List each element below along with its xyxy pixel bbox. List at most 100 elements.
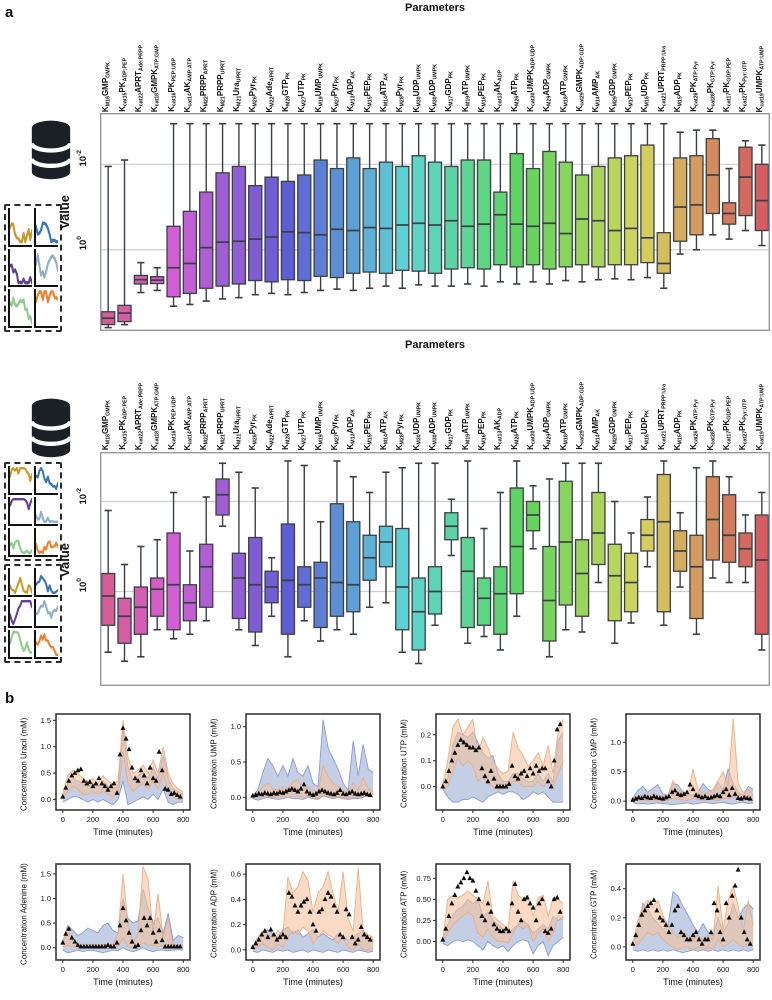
param-label: KM30ADPUMPK xyxy=(428,401,439,450)
sparkline-thumbnail xyxy=(8,568,32,597)
subplot-xlabel: Time (minutes) xyxy=(93,827,153,837)
svg-text:400: 400 xyxy=(117,965,130,974)
param-label: KM19ATPUMPK xyxy=(460,403,472,450)
subplot-xlabel: Time (minutes) xyxy=(93,977,153,987)
svg-text:0.4: 0.4 xyxy=(231,895,241,904)
param-label: KM16PEPPK xyxy=(477,72,488,112)
svg-text:800: 800 xyxy=(367,815,380,824)
svg-text:400: 400 xyxy=(497,815,510,824)
param-label: Kcat18GMPKATP:GMP xyxy=(150,44,161,112)
svg-text:0.2: 0.2 xyxy=(231,920,241,929)
svg-text:0.0: 0.0 xyxy=(611,942,621,951)
svg-text:1.0: 1.0 xyxy=(41,894,51,903)
subplot-ylabel: Concentration GTP (mM) xyxy=(589,869,599,959)
param-label: Kcat19UMPKATP:UMP xyxy=(754,45,766,112)
subplot-xlabel: Time (minutes) xyxy=(473,827,533,837)
sparkline-thumbnail xyxy=(34,289,58,328)
param-label: KM19ATPUMPK xyxy=(460,65,472,112)
param-label: KM29GDPGMPK xyxy=(607,62,619,112)
sparkline-thumbnail xyxy=(8,528,32,557)
param-label: KM28PyrPK xyxy=(395,413,406,450)
svg-text:200: 200 xyxy=(657,965,670,974)
sparkline-thumbnail xyxy=(8,497,32,526)
model-ensemble-thumbnail xyxy=(4,564,62,663)
svg-text:0: 0 xyxy=(251,965,255,974)
sparkline-thumbnail xyxy=(34,208,58,247)
param-label: KM30UDPUMPK xyxy=(411,63,423,112)
subplot-xlabel: Time (minutes) xyxy=(663,827,723,837)
svg-text:800: 800 xyxy=(747,815,760,824)
subplot-ylabel: Concentration Uracil (mM) xyxy=(19,717,29,811)
param-label: Kcat27PKPyr:UTP xyxy=(738,60,750,112)
param-label: Kcat13AKADP xyxy=(493,408,504,450)
param-label: Kcat22APRTAde:PRPP xyxy=(133,44,145,112)
timeseries-subplot-adp: Concentration ADP (mM) 0.0 0.2 0.4 0.6 0 200 40… xyxy=(208,858,392,1000)
param-label: KM17GDPPK xyxy=(444,71,455,112)
param-label: KM17PEPPK xyxy=(624,72,635,112)
subplot-ylabel: Concentration GMP (mM) xyxy=(589,718,599,810)
subplot-xlabel: Time (minutes) xyxy=(663,977,723,987)
svg-text:400: 400 xyxy=(307,965,320,974)
param-label: Kcat16PKPEP:UDP xyxy=(166,396,178,450)
svg-text:800: 800 xyxy=(747,965,760,974)
param-label: Kcat29GMPKADP:GDP xyxy=(575,44,586,112)
param-label: KM21PRPPUPRT xyxy=(215,397,227,450)
svg-text:600: 600 xyxy=(527,965,540,974)
param-label: KM30UDPUMPK xyxy=(411,401,423,450)
param-label: KM15ADPPK xyxy=(673,409,684,450)
svg-text:800: 800 xyxy=(557,815,570,824)
y-axis-tick: 10-2 xyxy=(76,150,90,167)
param-label: Kcat18GMPKATP:GMP xyxy=(150,382,161,450)
subplot-ylabel: Concentration Adenine (mM) xyxy=(19,863,29,965)
param-label: KM22AdeAPRT xyxy=(264,66,276,113)
timeseries-subplot-utp: Concentration UTP (mM) 0.0 0.1 0.2 0 200 400 60… xyxy=(398,708,582,856)
svg-text:200: 200 xyxy=(87,965,100,974)
sparkline-thumbnail xyxy=(8,248,32,288)
svg-text:0.1: 0.1 xyxy=(421,756,431,765)
svg-text:200: 200 xyxy=(467,965,480,974)
subplot-xlabel: Time (minutes) xyxy=(473,977,533,987)
svg-text:0: 0 xyxy=(441,965,445,974)
svg-text:600: 600 xyxy=(527,815,540,824)
svg-text:0: 0 xyxy=(251,815,255,824)
param-label: KM28GTPPK xyxy=(280,410,292,450)
svg-text:0.75: 0.75 xyxy=(416,874,431,883)
param-label: Kcat13AKADP xyxy=(493,70,504,112)
svg-text:200: 200 xyxy=(87,815,100,824)
value-axis-label: Value xyxy=(57,543,72,577)
svg-text:200: 200 xyxy=(277,965,290,974)
param-label: KM15ADPPK xyxy=(673,71,684,112)
svg-text:400: 400 xyxy=(687,965,700,974)
model-ensemble-thumbnail xyxy=(4,204,62,332)
param-label: KM30ADPUMPK xyxy=(428,63,439,112)
param-label: Kcat15PKADP:PEP xyxy=(117,396,129,450)
sparkline-thumbnail xyxy=(8,630,32,659)
param-label: Kcat14AKAMP:ATP xyxy=(182,395,194,450)
param-label: Kcat14AKAMP:ATP xyxy=(182,57,194,112)
boxplot-top-title: Parameters xyxy=(405,2,465,14)
svg-text:600: 600 xyxy=(717,815,730,824)
parameter-labels-top: KM18GMPGMPK Kcat15PKADP:PEP Kcat22APRTAde:… xyxy=(100,12,770,112)
sparkline-thumbnail xyxy=(34,497,58,526)
sparkline-thumbnail xyxy=(34,248,58,288)
param-label: KM22PRPPAPRT xyxy=(199,59,210,112)
param-label: KM14ATPAK xyxy=(378,410,390,450)
y-axis-tick: 100 xyxy=(76,577,90,592)
param-label: KM14AMPAK xyxy=(591,70,602,112)
sparkline-thumbnail xyxy=(34,528,58,557)
svg-text:400: 400 xyxy=(497,965,510,974)
svg-text:0: 0 xyxy=(61,815,65,824)
svg-text:800: 800 xyxy=(177,815,190,824)
svg-text:0.5: 0.5 xyxy=(231,758,241,767)
param-label: KM22AdeAPRT xyxy=(264,404,276,451)
param-label: KM21UraUPRT xyxy=(231,68,243,112)
boxplot-bottom-title: Parameters xyxy=(405,339,465,351)
param-label: Kcat17PKGDP:PEP xyxy=(722,395,733,450)
param-label: Kcat15PKADP:PEP xyxy=(117,58,129,112)
panel-a-label: a xyxy=(5,4,14,21)
svg-text:0.2: 0.2 xyxy=(421,730,431,739)
y-axis-tick: 100 xyxy=(76,235,90,251)
timeseries-subplot-ump: Concentration UMP (mM) 0.0 0.5 1.0 0 200 400 60… xyxy=(208,708,392,856)
param-label: KM27PyrPK xyxy=(329,413,341,450)
